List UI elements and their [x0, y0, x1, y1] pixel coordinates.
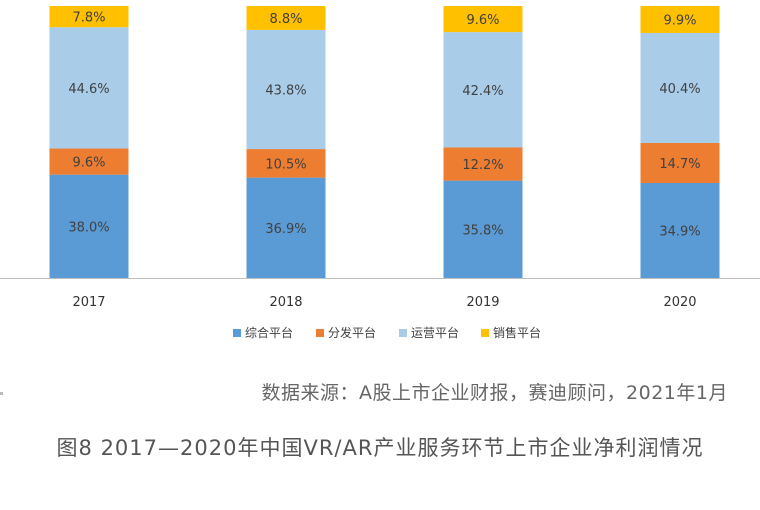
- legend-label: 销售平台: [493, 325, 541, 340]
- bar-segment: [246, 6, 326, 30]
- data-label: 14.7%: [659, 157, 700, 172]
- legend-label: 运营平台: [411, 325, 459, 340]
- data-label: 12.2%: [462, 158, 503, 173]
- x-tick-label: 2017: [72, 295, 105, 310]
- legend-swatch: [481, 329, 489, 337]
- legend-label: 分发平台: [328, 325, 376, 340]
- x-tick-label: 2020: [663, 295, 696, 310]
- data-label: 40.4%: [659, 82, 700, 97]
- data-label: 35.8%: [462, 223, 503, 238]
- bar-segment: [443, 147, 523, 181]
- bar-segment: [640, 182, 720, 278]
- data-label: 9.6%: [466, 13, 499, 28]
- legend-swatch: [399, 329, 407, 337]
- decorative-dot: [0, 392, 3, 395]
- bar-segment: [640, 6, 720, 33]
- legend-swatch: [233, 329, 241, 337]
- bar-segment: [640, 32, 720, 143]
- data-label: 36.9%: [265, 222, 306, 237]
- data-source-note: 数据来源：A股上市企业财报，赛迪顾问，2021年1月: [261, 382, 728, 404]
- x-tick-label: 2019: [466, 295, 499, 310]
- data-label: 42.4%: [462, 84, 503, 99]
- legend-label: 综合平台: [245, 325, 293, 340]
- bar-segment: [443, 32, 523, 148]
- x-tick-label: 2018: [269, 295, 302, 310]
- bar-segment: [246, 177, 326, 278]
- stacked-bar-chart: 38.0% 9.6% 44.6% 7.8% 2017 36.9% 10.5% 43.8% 8.8…: [0, 6, 760, 340]
- data-label: 8.8%: [269, 12, 302, 27]
- data-label: 43.8%: [265, 84, 306, 99]
- bar-segment: [49, 6, 129, 28]
- bar-segment: [246, 149, 326, 178]
- bar-segment: [49, 148, 129, 175]
- data-label: 38.0%: [68, 220, 109, 235]
- bar-segment: [640, 142, 720, 183]
- data-label: 34.9%: [659, 224, 700, 239]
- data-label: 10.5%: [265, 157, 306, 172]
- bar-segment: [246, 29, 326, 150]
- bar-segment: [443, 6, 523, 33]
- bar-segment: [49, 174, 129, 278]
- data-label: 9.9%: [663, 13, 696, 28]
- figure-caption: 图8 2017—2020年中国VR/AR产业服务环节上市企业净利润情况: [56, 436, 704, 460]
- data-label: 7.8%: [72, 11, 105, 26]
- data-label: 9.6%: [72, 156, 105, 171]
- data-label: 44.6%: [68, 82, 109, 97]
- bar-segment: [443, 180, 523, 278]
- bar-segment: [49, 27, 129, 149]
- legend-swatch: [316, 329, 324, 337]
